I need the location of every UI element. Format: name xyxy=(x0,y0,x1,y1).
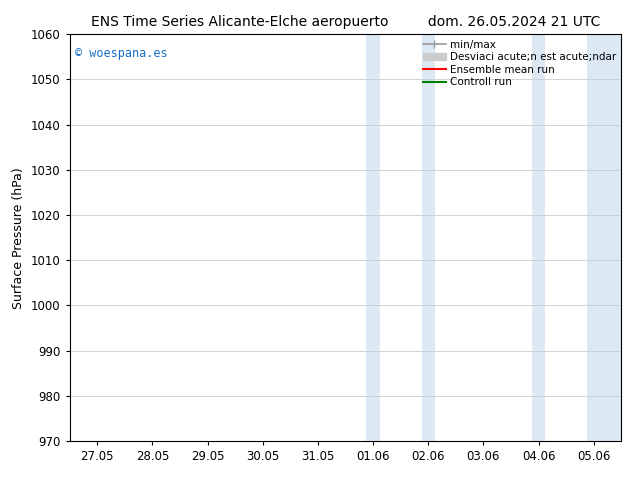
Bar xyxy=(532,34,545,441)
Bar xyxy=(587,34,621,441)
Bar xyxy=(366,34,380,441)
Y-axis label: Surface Pressure (hPa): Surface Pressure (hPa) xyxy=(13,167,25,309)
Legend: min/max, Desviaci acute;n est acute;ndar, Ensemble mean run, Controll run: min/max, Desviaci acute;n est acute;ndar… xyxy=(421,37,618,89)
Bar xyxy=(422,34,435,441)
Text: © woespana.es: © woespana.es xyxy=(75,47,168,59)
Title: ENS Time Series Alicante-Elche aeropuerto         dom. 26.05.2024 21 UTC: ENS Time Series Alicante-Elche aeropuert… xyxy=(91,15,600,29)
